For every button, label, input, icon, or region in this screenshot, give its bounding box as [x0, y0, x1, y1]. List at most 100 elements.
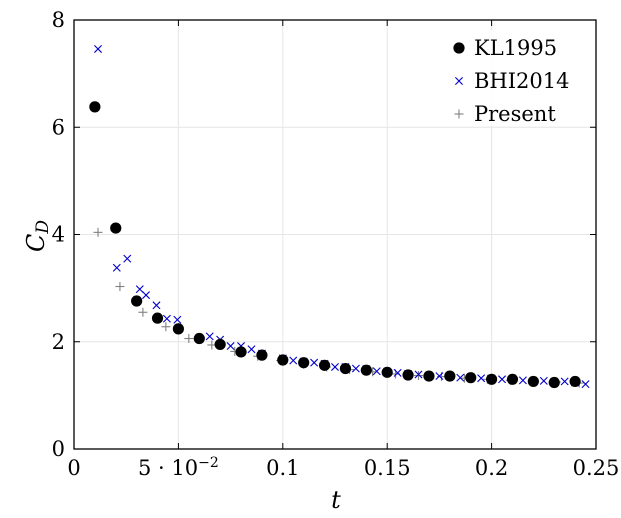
x-axis-label: t: [331, 486, 341, 514]
point-kl1995: [569, 375, 581, 388]
point-kl1995: [318, 359, 331, 371]
point-bhi2014: [351, 364, 360, 373]
point-bhi2014: [310, 358, 319, 367]
y-axis-label: CD: [22, 220, 53, 252]
point-kl1995: [277, 354, 289, 366]
point-kl1995: [444, 370, 456, 382]
cross-stroke: [331, 362, 339, 371]
point-kl1995: [151, 312, 164, 324]
point-bhi2014: [173, 315, 182, 324]
legend-marker-bhi2014: [455, 77, 463, 85]
point-kl1995: [298, 357, 310, 369]
point-kl1995: [214, 338, 226, 351]
point-kl1995: [89, 101, 101, 113]
cross-stroke: [112, 263, 121, 272]
point-bhi2014: [581, 380, 590, 389]
point-kl1995: [402, 369, 414, 381]
cross-stroke: [518, 376, 527, 385]
point-kl1995: [110, 222, 122, 234]
cross-stroke: [477, 374, 486, 383]
point-kl1995: [256, 349, 268, 361]
point-bhi2014: [142, 291, 151, 300]
cross-stroke: [173, 315, 182, 324]
legend-box: [445, 30, 571, 126]
x-tick-label: 5 · 10−2: [138, 455, 219, 480]
cross-stroke: [289, 356, 298, 365]
point-bhi2014: [435, 372, 444, 381]
point-bhi2014: [393, 368, 402, 377]
point-kl1995: [360, 364, 372, 376]
cross-stroke: [142, 291, 151, 300]
cross-stroke: [135, 285, 144, 294]
point-kl1995: [172, 323, 184, 335]
point-bhi2014: [226, 342, 235, 351]
point-bhi2014: [152, 301, 161, 310]
y-axis-label-main: C: [22, 234, 50, 252]
point-bhi2014: [123, 254, 132, 263]
point-kl1995: [548, 376, 560, 389]
point-kl1995: [339, 362, 352, 375]
cross-stroke: [456, 373, 465, 382]
point-present: [414, 371, 424, 381]
cross-stroke: [435, 372, 444, 381]
point-kl1995: [423, 370, 435, 382]
point-bhi2014: [518, 376, 527, 385]
y-tick-label: 6: [52, 115, 65, 139]
point-bhi2014: [112, 263, 121, 272]
series-kl1995: [89, 101, 581, 389]
x-tick-label: 0.2: [475, 456, 508, 480]
cross-stroke: [393, 368, 402, 377]
cross-stroke: [247, 345, 256, 354]
point-bhi2014: [247, 345, 256, 354]
cross-stroke: [539, 376, 548, 385]
legend-marker-present: [454, 109, 464, 119]
y-tick-label: 8: [52, 8, 65, 32]
legend-label-kl1995: KL1995: [474, 36, 557, 60]
point-kl1995: [381, 366, 393, 378]
y-tick-label: 0: [52, 437, 65, 461]
point-bhi2014: [539, 376, 548, 385]
point-kl1995: [486, 373, 498, 385]
point-present: [161, 322, 171, 332]
point-bhi2014: [94, 44, 103, 53]
y-tick-label: 2: [52, 330, 65, 354]
y-axis-label-subscript: D: [33, 220, 53, 235]
point-kl1995: [193, 332, 205, 345]
x-tick-label: 0.1: [266, 456, 299, 480]
point-bhi2014: [498, 375, 507, 384]
cross-stroke: [310, 358, 319, 367]
point-present: [115, 282, 125, 292]
cross-stroke: [581, 380, 590, 389]
data-markers: [89, 44, 590, 389]
point-kl1995: [506, 373, 519, 385]
point-bhi2014: [135, 285, 144, 294]
point-bhi2014: [205, 332, 214, 341]
x-tick-label: 0.15: [364, 456, 411, 480]
point-bhi2014: [477, 374, 486, 383]
point-bhi2014: [331, 362, 339, 371]
x-tick-label-exponent: −2: [198, 455, 219, 471]
tick-labels: 0 5 · 10−2 0.1 0.15 0.2 0.25 0 2 4 6 8: [52, 8, 620, 480]
point-bhi2014: [414, 370, 423, 379]
point-kl1995: [465, 372, 477, 384]
point-present: [184, 334, 194, 344]
point-kl1995: [131, 295, 143, 307]
point-present: [93, 227, 103, 237]
cross-stroke: [351, 364, 360, 373]
cross-stroke: [560, 377, 569, 386]
point-bhi2014: [372, 367, 381, 376]
cross-stroke: [414, 370, 423, 379]
axis-ticks: [73, 19, 597, 450]
point-bhi2014: [289, 356, 298, 365]
legend-label-present: Present: [474, 102, 556, 126]
point-bhi2014: [456, 373, 465, 382]
x-tick-label: 0: [67, 456, 80, 480]
point-kl1995: [235, 346, 247, 358]
cross-stroke: [123, 254, 132, 263]
point-bhi2014: [560, 377, 569, 386]
x-tick-label: 0.25: [573, 456, 620, 480]
cross-stroke: [455, 77, 463, 85]
cross-stroke: [152, 301, 161, 310]
cross-stroke: [94, 44, 103, 53]
